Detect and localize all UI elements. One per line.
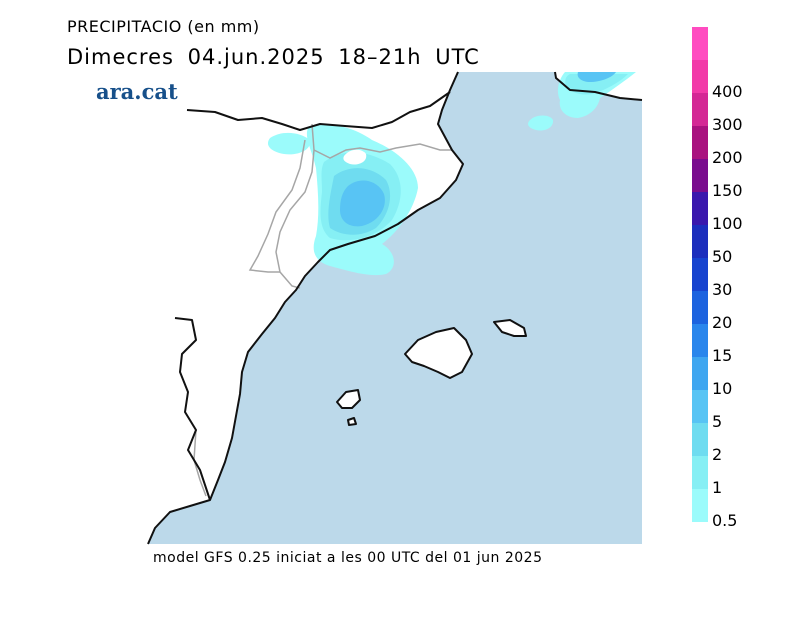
legend-swatch <box>692 27 708 60</box>
western-boundary <box>174 317 211 501</box>
legend-label: 5 <box>712 412 723 431</box>
mainland-coast <box>147 71 464 545</box>
aracat-logo: ara.cat <box>96 79 178 104</box>
legend-label: 1 <box>712 478 723 497</box>
rain-field-catalonia-5mm <box>340 180 385 227</box>
legend-label: 300 <box>712 115 743 134</box>
formentera <box>347 417 357 426</box>
mallorca <box>404 327 473 379</box>
legend-label: 50 <box>712 247 733 266</box>
legend-swatch <box>692 225 708 258</box>
dry-spot <box>343 149 367 165</box>
rain-field-sea-small <box>528 115 554 131</box>
legend-label: 15 <box>712 346 733 365</box>
legend-label: 100 <box>712 214 743 233</box>
legend-swatch <box>692 192 708 225</box>
legend-swatch <box>692 60 708 93</box>
legend-swatch <box>692 126 708 159</box>
legend-swatch <box>692 489 708 522</box>
legend-swatch <box>692 324 708 357</box>
legend-label: 20 <box>712 313 733 332</box>
legend-swatch <box>692 357 708 390</box>
balearic-islands <box>336 319 527 426</box>
rain-field-pyrenees-west <box>267 132 311 155</box>
legend-label: 200 <box>712 148 743 167</box>
legend-swatch <box>692 258 708 291</box>
legend-swatch <box>692 291 708 324</box>
legend-label: 30 <box>712 280 733 299</box>
legend-label: 2 <box>712 445 723 464</box>
legend-swatch <box>692 390 708 423</box>
france-coast <box>554 71 643 101</box>
ibiza <box>336 389 361 409</box>
legend-swatch <box>692 159 708 192</box>
precipitation-fields <box>267 72 636 276</box>
legend-swatch <box>692 456 708 489</box>
legend-label: 150 <box>712 181 743 200</box>
model-info: model GFS 0.25 iniciat a les 00 UTC del … <box>153 550 543 566</box>
menorca <box>493 319 527 337</box>
map-title: PRECIPITACIO (en mm) <box>67 17 260 36</box>
forecast-date: Dimecres 04.jun.2025 18–21h UTC <box>67 45 480 69</box>
legend-label: 400 <box>712 82 743 101</box>
legend-label: 10 <box>712 379 733 398</box>
region-borders <box>193 123 452 497</box>
legend-swatch <box>692 423 708 456</box>
coastlines <box>147 71 643 545</box>
northern-boundary <box>186 91 451 131</box>
rain-field-northeast-5mm <box>577 72 616 82</box>
legend-swatch <box>692 93 708 126</box>
legend-label: 0.5 <box>712 511 738 530</box>
